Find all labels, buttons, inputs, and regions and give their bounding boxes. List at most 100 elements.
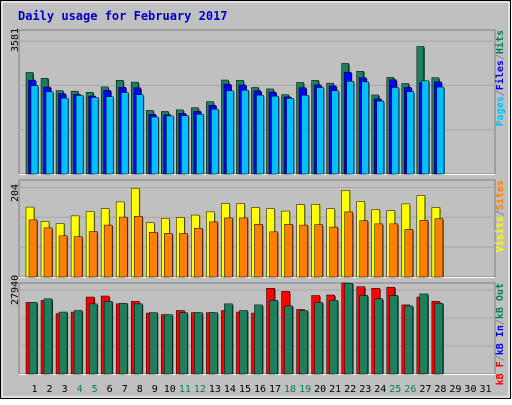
bar-kb-out (299, 310, 308, 375)
bar-kb-out (284, 305, 293, 375)
chart-panels: 3581Pages/Files/Hits204Visits/Sites27940… (10, 28, 506, 385)
bar-sites (73, 236, 83, 278)
bar-pages (286, 98, 294, 175)
x-tick-label: 25 (389, 384, 401, 395)
bar-pages (421, 80, 430, 175)
x-tick-label: 4 (77, 384, 83, 395)
chart-bevel (1, 1, 510, 398)
bar-sites (164, 233, 173, 278)
x-tick-label: 17 (269, 384, 281, 395)
x-tick-label: 16 (254, 384, 266, 395)
bar-kb-out (374, 298, 383, 375)
bar-kb-out (58, 311, 68, 375)
bar-sites (284, 224, 293, 278)
x-tick-label: 24 (374, 384, 386, 395)
bar-kb-out (88, 303, 98, 375)
bar-kb-out (239, 310, 248, 375)
bar-pages (316, 87, 324, 175)
x-tick-label: 31 (479, 384, 491, 395)
bar-sites (209, 221, 218, 278)
bar-pages (361, 81, 369, 175)
bar-pages (211, 109, 219, 175)
x-tick-label: 8 (137, 384, 143, 395)
bar-pages (346, 81, 354, 175)
bar-pages (436, 86, 445, 175)
bar-kb-out (419, 293, 429, 375)
bar-pages (151, 116, 159, 175)
bar-kb-out (194, 312, 203, 375)
bar-kb-out (118, 303, 128, 375)
bar-pages (135, 94, 144, 175)
legend-entry: Sites (494, 180, 506, 210)
x-tick-label: 15 (239, 384, 251, 395)
x-tick-label: 18 (284, 384, 296, 395)
bar-sites (254, 224, 263, 278)
legend-entry: Hits (494, 30, 506, 54)
bar-sites (43, 227, 53, 278)
bar-pages (30, 85, 39, 175)
bar-sites (329, 226, 338, 278)
bar-kb-out (389, 295, 399, 375)
legend-entry: Pages (495, 96, 506, 126)
bar-kb-out (133, 303, 143, 375)
y-max-label-bottom: 27940 (10, 275, 21, 305)
x-tick-label: 7 (122, 384, 128, 395)
x-tick-label: 29 (449, 384, 461, 395)
legend-entry: / (495, 319, 506, 325)
bar-sites (224, 217, 233, 278)
x-tick-label: 20 (314, 384, 326, 395)
legend-entry: / (495, 90, 506, 96)
legend-entry: / (495, 210, 506, 216)
x-tick-label: 21 (329, 384, 341, 395)
bar-pages (226, 90, 234, 175)
panel-area-bottom (18, 282, 496, 375)
bar-sites (269, 231, 278, 278)
legend-entry: kB Out (495, 283, 506, 319)
bar-pages (105, 96, 114, 175)
x-tick-label: 28 (434, 384, 446, 395)
bar-pages (271, 95, 279, 175)
bar-sites (344, 211, 353, 278)
bar-sites (58, 235, 68, 278)
bar-kb-out (73, 310, 83, 375)
bar-sites (359, 220, 368, 278)
bar-pages (241, 89, 249, 175)
bar-pages (376, 100, 384, 175)
bar-sites (179, 233, 188, 278)
legend-entry: kB F (495, 361, 506, 385)
x-tick-label: 13 (209, 384, 221, 395)
x-axis: 1 2 3 4 5 6 7 8 9 10 11 12 13 14 15 16 17 18 19 20 21 22 23 24 2… (32, 384, 492, 395)
bar-kb-out (329, 300, 338, 375)
bar-pages (90, 97, 99, 175)
bar-kb-out (28, 302, 38, 375)
x-tick-label: 22 (344, 384, 356, 395)
bar-sites (103, 224, 113, 278)
bar-pages (196, 114, 204, 175)
bar-pages (181, 115, 189, 175)
bar-sites (149, 232, 158, 278)
legend-middle: Visits/Sites (494, 180, 506, 252)
bar-sites (28, 219, 38, 278)
x-tick-label: 2 (47, 384, 53, 395)
bar-pages (166, 115, 174, 175)
x-tick-label: 12 (194, 384, 206, 395)
x-tick-label: 11 (179, 384, 191, 395)
x-tick-label: 9 (152, 384, 158, 395)
chart-title: Daily usage for February 2017 (18, 9, 228, 23)
x-tick-label: 5 (92, 384, 98, 395)
bar-sites (314, 224, 323, 278)
bar-pages (256, 94, 264, 175)
x-tick-label: 26 (404, 384, 416, 395)
y-max-label-middle: 204 (10, 184, 21, 202)
legend-entry: / (495, 355, 506, 361)
bar-kb-out (404, 305, 414, 375)
bar-kb-out (43, 298, 53, 375)
bar-pages (391, 87, 400, 175)
bar-pages (120, 92, 129, 175)
bar-sites (118, 216, 128, 278)
bar-pages (331, 90, 339, 175)
panel-bottom: 27940 kB F/kB In/kB Out (10, 275, 506, 386)
legend-bottom: kB F/kB In/kB Out (495, 283, 506, 385)
